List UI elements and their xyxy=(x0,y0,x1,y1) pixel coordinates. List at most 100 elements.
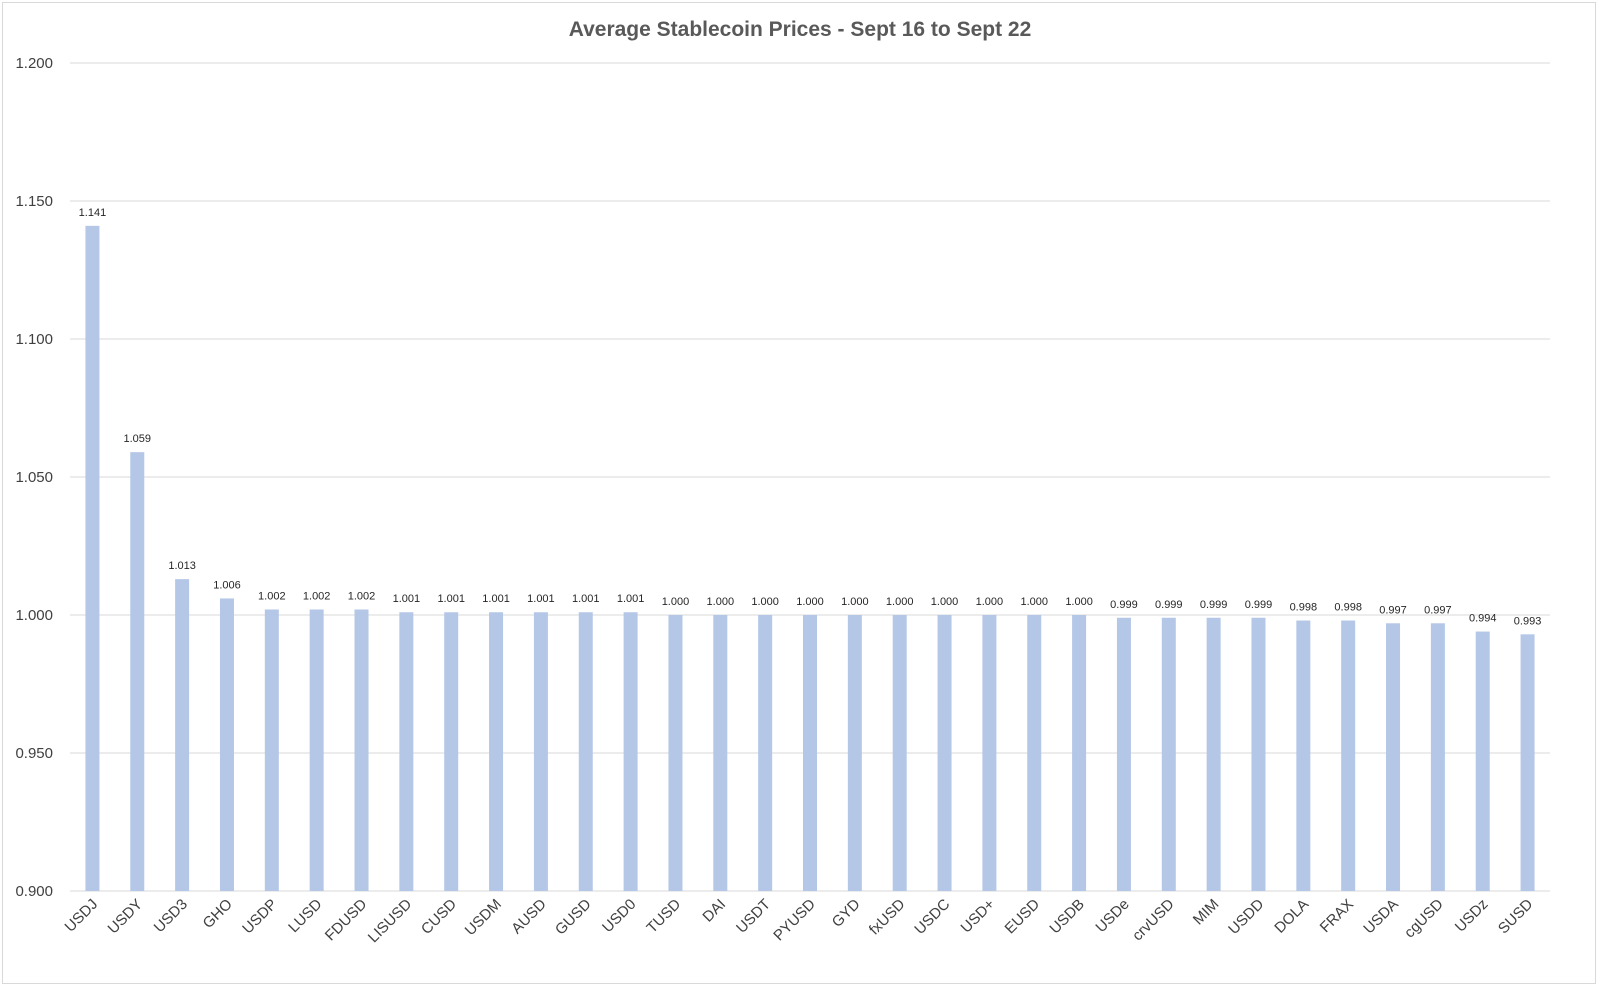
x-tick-label: USDA xyxy=(1360,896,1401,937)
x-tick-label: USD0 xyxy=(599,896,639,936)
data-label: 0.993 xyxy=(1514,615,1542,627)
x-tick-label: GHO xyxy=(200,896,236,932)
x-tick-label: USDB xyxy=(1046,896,1087,937)
x-tick-label: USD+ xyxy=(958,896,999,937)
data-label: 1.013 xyxy=(168,560,196,572)
data-label: 0.997 xyxy=(1424,604,1452,616)
bar-USDD xyxy=(1251,617,1266,891)
x-tick-label: USDJ xyxy=(62,896,102,936)
x-tick-label: USDz xyxy=(1452,896,1492,936)
x-tick-label: CUSD xyxy=(418,896,460,938)
bar-crvUSD xyxy=(1161,617,1176,891)
bar-USDM xyxy=(489,612,504,891)
x-tick-label: USDC xyxy=(911,896,953,938)
data-label: 1.000 xyxy=(886,596,914,608)
data-label: 1.000 xyxy=(751,596,779,608)
data-label: 0.999 xyxy=(1155,599,1183,611)
y-axis-ticks: 0.900 0.950 1.000 1.050 1.100 1.150 1.200 xyxy=(15,55,53,900)
bar-USDY xyxy=(130,452,145,891)
bar-GHO xyxy=(219,598,234,891)
data-label: 0.998 xyxy=(1334,602,1362,614)
data-label: 1.000 xyxy=(931,596,959,608)
data-label: 1.002 xyxy=(303,590,331,602)
data-label: 0.998 xyxy=(1290,602,1318,614)
bar-LISUSD xyxy=(399,612,414,891)
data-label: 1.001 xyxy=(572,593,600,605)
x-tick-label: TUSD xyxy=(643,896,684,937)
bar-USDe xyxy=(1116,617,1131,891)
bar-GUSD xyxy=(578,612,593,891)
x-tick-label: USDM xyxy=(462,896,505,939)
bar-USD3 xyxy=(175,579,190,891)
data-label: 1.006 xyxy=(213,579,241,591)
x-tick-label: FRAX xyxy=(1317,896,1357,936)
bar-DAI xyxy=(713,615,728,891)
data-label: 1.001 xyxy=(527,593,555,605)
bar-USDT xyxy=(758,615,773,891)
bar-GYD xyxy=(847,615,862,891)
bar-USDA xyxy=(1386,623,1401,891)
data-label: 1.000 xyxy=(976,596,1004,608)
y-tick-label: 1.050 xyxy=(15,469,53,486)
data-label: 1.001 xyxy=(437,593,465,605)
bar-USD+ xyxy=(982,615,997,891)
x-tick-label: fxUSD xyxy=(866,896,909,939)
bar-CUSD xyxy=(444,612,459,891)
x-tick-label: crvUSD xyxy=(1129,896,1178,945)
data-label: 1.000 xyxy=(662,596,690,608)
bar-AUSD xyxy=(533,612,548,891)
data-label: 1.000 xyxy=(1020,596,1048,608)
x-tick-label: cgUSD xyxy=(1401,896,1447,942)
y-tick-label: 0.900 xyxy=(15,883,53,900)
x-tick-label: LISUSD xyxy=(365,896,415,946)
x-tick-label: USDT xyxy=(733,896,774,937)
y-tick-label: 1.100 xyxy=(15,331,53,348)
data-label: 0.994 xyxy=(1469,613,1497,625)
data-label: 1.002 xyxy=(348,590,376,602)
y-tick-label: 1.150 xyxy=(15,193,53,210)
bar-DOLA xyxy=(1296,620,1311,891)
x-tick-label: MIM xyxy=(1190,896,1223,929)
bar-USDB xyxy=(1072,615,1087,891)
data-label: 1.002 xyxy=(258,590,286,602)
chart-title: Average Stablecoin Prices - Sept 16 to S… xyxy=(569,18,1032,41)
data-label: 1.059 xyxy=(124,433,152,445)
bar-SUSD xyxy=(1520,634,1535,891)
bar-MIM xyxy=(1206,617,1221,891)
data-label: 0.999 xyxy=(1200,599,1228,611)
bar-USD0 xyxy=(623,612,638,891)
data-label: 0.999 xyxy=(1110,599,1138,611)
x-tick-label: LUSD xyxy=(285,896,325,936)
data-label: 1.001 xyxy=(393,593,421,605)
data-label: 1.001 xyxy=(617,593,645,605)
data-label: 1.000 xyxy=(841,596,869,608)
data-label: 1.000 xyxy=(1065,596,1093,608)
bar-LUSD xyxy=(309,609,324,891)
bar-TUSD xyxy=(668,615,683,891)
x-tick-label: USDP xyxy=(239,896,280,937)
x-tick-label: DOLA xyxy=(1271,896,1312,937)
bar-cgUSD xyxy=(1430,623,1445,891)
data-label: 0.997 xyxy=(1379,604,1407,616)
data-label: 0.999 xyxy=(1245,599,1273,611)
data-label: 1.000 xyxy=(707,596,735,608)
x-tick-label: EUSD xyxy=(1002,896,1044,938)
data-label: 1.000 xyxy=(796,596,824,608)
x-tick-label: SUSD xyxy=(1495,896,1537,938)
bar-USDJ xyxy=(85,225,100,892)
bar-PYUSD xyxy=(803,615,817,891)
bar-EUSD xyxy=(1027,615,1042,891)
bar-FDUSD xyxy=(354,609,369,891)
data-label: 1.141 xyxy=(79,207,107,219)
x-tick-label: USDe xyxy=(1092,896,1132,936)
bars xyxy=(85,225,1535,892)
x-tick-label: GYD xyxy=(829,896,864,931)
x-tick-label: FDUSD xyxy=(322,896,371,945)
y-tick-label: 1.000 xyxy=(15,607,53,624)
x-tick-label: USDD xyxy=(1225,896,1267,938)
data-labels: 1.141 1.059 1.013 1.006 1.002 1.002 1.002 1.001… xyxy=(79,207,1542,627)
y-tick-label: 1.200 xyxy=(15,55,53,72)
data-label: 1.001 xyxy=(482,593,510,605)
